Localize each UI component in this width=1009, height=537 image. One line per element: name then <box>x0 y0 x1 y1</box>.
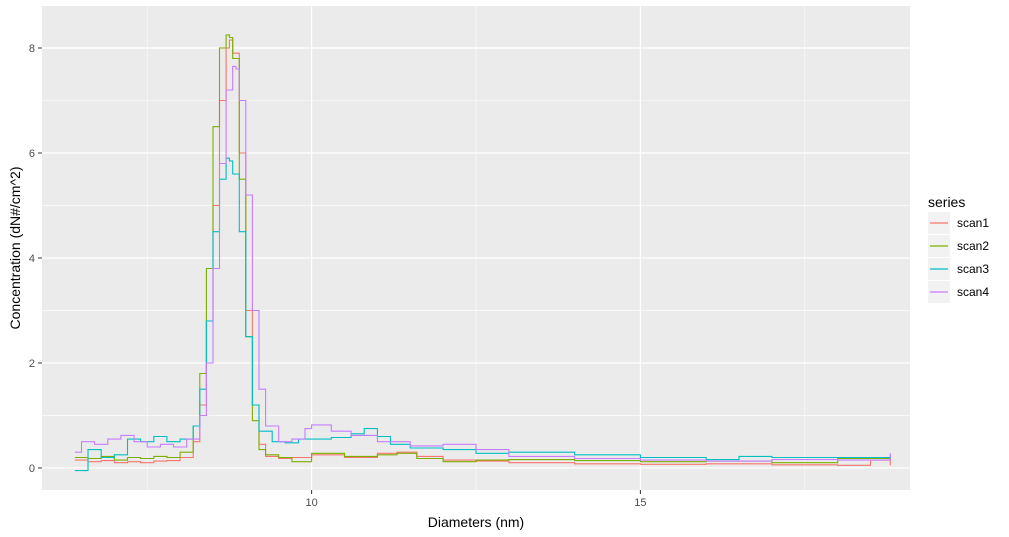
grid-minor <box>42 6 910 490</box>
legend-items: scan1 scan2 scan3 scan4 <box>928 212 989 303</box>
x-tick-label: 15 <box>634 497 646 509</box>
x-axis-title: Diameters (nm) <box>428 514 524 530</box>
y-tick-label: 6 <box>29 148 35 160</box>
legend-label-scan4: scan4 <box>957 285 989 299</box>
x-tick-label: 10 <box>305 497 317 509</box>
y-tick-label: 2 <box>29 358 35 370</box>
series-line-scan4 <box>74 65 891 462</box>
legend-label-scan2: scan2 <box>957 239 989 253</box>
y-tick-label: 8 <box>29 43 35 55</box>
y-tick-label: 0 <box>29 463 35 475</box>
x-axis-ticks: 10 15 <box>305 490 647 509</box>
y-axis-ticks: 0 2 4 6 8 <box>29 43 42 475</box>
legend-label-scan3: scan3 <box>957 262 989 276</box>
grid-major <box>42 6 910 490</box>
y-axis-title: Concentration (dN#/cm^2) <box>7 167 23 330</box>
legend: series scan1 scan2 scan3 scan4 <box>928 194 989 303</box>
y-tick-label: 4 <box>29 253 35 265</box>
series-lines <box>74 34 891 472</box>
legend-label-scan1: scan1 <box>957 216 989 230</box>
legend-title: series <box>928 194 965 210</box>
series-line-scan3 <box>74 157 891 472</box>
